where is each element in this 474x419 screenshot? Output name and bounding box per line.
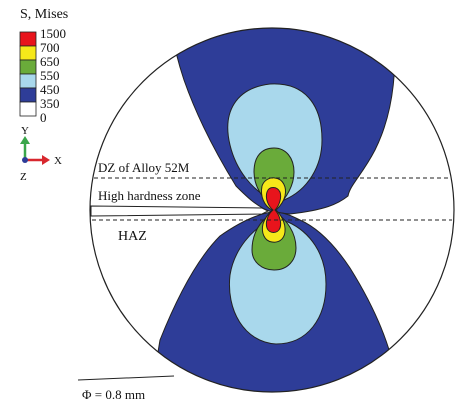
coordinate-triad: Y X Z [20, 125, 62, 183]
specimen-outline [89, 27, 455, 393]
triad-z-label: Z [20, 171, 27, 183]
contour-band-1500 [265, 187, 282, 233]
legend-label-700: 700 [40, 40, 60, 55]
contour-bands [149, 28, 401, 392]
legend-swatch-450 [19, 87, 37, 103]
legend-label-0: 0 [40, 110, 47, 125]
haz-label: HAZ [118, 229, 147, 244]
triad-origin [22, 157, 28, 163]
legend-label-1500: 1500 [40, 26, 66, 41]
legend-swatch-350 [19, 101, 37, 117]
contour-band-550-upper [227, 83, 323, 201]
legend: S, Mises 1500 700 650 550 450 350 0 [19, 7, 68, 125]
triad-y-label: Y [21, 125, 29, 137]
dz-label: DZ of Alloy 52M [98, 160, 190, 175]
triad-y-arrowhead [20, 136, 30, 144]
crack-notch [90, 205, 270, 217]
legend-label-350: 350 [40, 96, 60, 111]
legend-swatch-650 [19, 59, 37, 75]
diameter-label: Φ = 0.8 mm [82, 387, 145, 402]
triad-x-arrowhead [42, 155, 50, 165]
legend-title: S, Mises [20, 7, 68, 22]
legend-label-550: 550 [40, 68, 60, 83]
diameter-leader-line [77, 375, 175, 381]
high-hardness-label: High hardness zone [98, 188, 201, 203]
legend-swatch-1500 [19, 31, 37, 47]
legend-label-450: 450 [40, 82, 60, 97]
legend-swatch-700 [19, 45, 37, 61]
legend-swatch-550 [19, 73, 37, 89]
triad-x-label: X [54, 155, 62, 167]
legend-label-650: 650 [40, 54, 60, 69]
